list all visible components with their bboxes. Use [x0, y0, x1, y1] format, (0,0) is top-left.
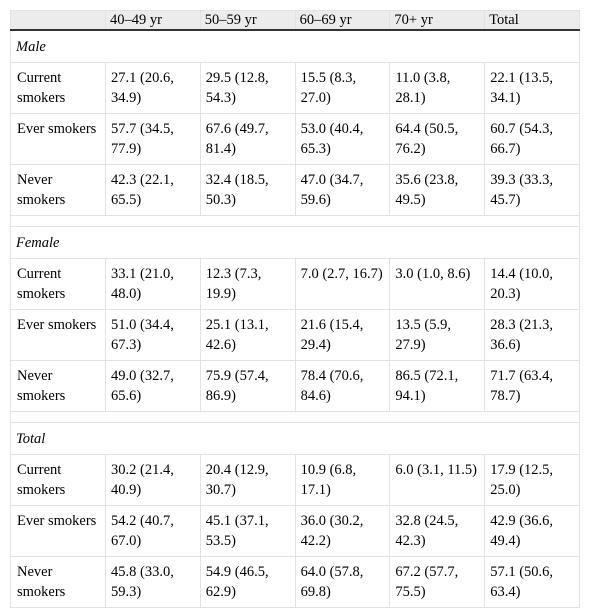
data-cell: 57.1 (50.6, 63.4) [484, 556, 580, 608]
data-cell: 14.4 (10.0, 20.3) [484, 258, 580, 310]
data-row: Current smokers 33.1 (21.0, 48.0) 12.3 (7.… [10, 258, 580, 310]
spacer-row [10, 411, 580, 423]
data-cell: 29.5 (12.8, 54.3) [199, 62, 296, 114]
data-cell: 42.3 (22.1, 65.5) [105, 164, 201, 216]
row-label: Never smokers [10, 360, 106, 412]
data-cell: 64.0 (57.8, 69.8) [294, 556, 391, 608]
data-row: Never smokers 42.3 (22.1, 65.5) 32.4 (18.5… [10, 164, 580, 216]
header-cell: 50–59 yr [199, 10, 296, 31]
section-title: Total [10, 422, 580, 455]
data-cell: 35.6 (23.8, 49.5) [389, 164, 486, 216]
data-cell: 6.0 (3.1, 11.5) [389, 454, 486, 506]
section-row: Female [10, 226, 580, 259]
data-cell: 21.6 (15.4, 29.4) [294, 309, 391, 361]
header-cell: Total [484, 10, 580, 31]
data-cell: 20.4 (12.9, 30.7) [199, 454, 296, 506]
row-label: Ever smokers [10, 309, 106, 361]
data-row: Never smokers 49.0 (32.7, 65.6) 75.9 (57.4… [10, 360, 580, 412]
data-cell: 57.7 (34.5, 77.9) [105, 113, 201, 165]
header-row: 40–49 yr 50–59 yr 60–69 yr 70+ yr Total [10, 10, 580, 31]
data-row: Ever smokers 57.7 (34.5, 77.9) 67.6 (49.7,… [10, 113, 580, 165]
section-row: Total [10, 422, 580, 455]
data-row: Current smokers 30.2 (21.4, 40.9) 20.4 (12… [10, 454, 580, 506]
data-cell: 53.0 (40.4, 65.3) [294, 113, 391, 165]
row-label: Ever smokers [10, 505, 106, 557]
data-cell: 54.9 (46.5, 62.9) [199, 556, 296, 608]
header-cell [10, 10, 106, 31]
data-cell: 7.0 (2.7, 16.7) [294, 258, 391, 310]
row-label: Never smokers [10, 164, 106, 216]
row-label: Ever smokers [10, 113, 106, 165]
data-cell: 30.2 (21.4, 40.9) [105, 454, 201, 506]
data-cell: 71.7 (63.4, 78.7) [484, 360, 580, 412]
data-cell: 32.4 (18.5, 50.3) [199, 164, 296, 216]
spacer-cell [10, 215, 580, 227]
data-cell: 64.4 (50.5, 76.2) [389, 113, 486, 165]
data-cell: 25.1 (13.1, 42.6) [199, 309, 296, 361]
data-cell: 67.6 (49.7, 81.4) [199, 113, 296, 165]
header-cell: 60–69 yr [294, 10, 391, 31]
data-cell: 15.5 (8.3, 27.0) [294, 62, 391, 114]
data-row: Never smokers 45.8 (33.0, 59.3) 54.9 (46.5… [10, 556, 580, 608]
data-cell: 54.2 (40.7, 67.0) [105, 505, 201, 557]
data-cell: 39.3 (33.3, 45.7) [484, 164, 580, 216]
data-cell: 13.5 (5.9, 27.9) [389, 309, 486, 361]
data-cell: 12.3 (7.3, 19.9) [199, 258, 296, 310]
data-cell: 49.0 (32.7, 65.6) [105, 360, 201, 412]
data-cell: 47.0 (34.7, 59.6) [294, 164, 391, 216]
data-row: Current smokers 27.1 (20.6, 34.9) 29.5 (12… [10, 62, 580, 114]
data-cell: 75.9 (57.4, 86.9) [199, 360, 296, 412]
header-cell: 70+ yr [389, 10, 486, 31]
data-cell: 78.4 (70.6, 84.6) [294, 360, 391, 412]
data-cell: 45.1 (37.1, 53.5) [199, 505, 296, 557]
spacer-cell [10, 411, 580, 423]
data-row: Ever smokers 54.2 (40.7, 67.0) 45.1 (37.1,… [10, 505, 580, 557]
data-cell: 17.9 (12.5, 25.0) [484, 454, 580, 506]
spacer-row [10, 215, 580, 227]
data-cell: 11.0 (3.8, 28.1) [389, 62, 486, 114]
row-label: Never smokers [10, 556, 106, 608]
row-label: Current smokers [10, 258, 106, 310]
header-cell: 40–49 yr [105, 10, 201, 31]
section-row: Male [10, 29, 580, 63]
section-title: Female [10, 226, 580, 259]
data-cell: 45.8 (33.0, 59.3) [105, 556, 201, 608]
data-cell: 33.1 (21.0, 48.0) [105, 258, 201, 310]
data-cell: 32.8 (24.5, 42.3) [389, 505, 486, 557]
data-table: 40–49 yr 50–59 yr 60–69 yr 70+ yr Total Male… [10, 10, 580, 608]
data-cell: 22.1 (13.5, 34.1) [484, 62, 580, 114]
data-cell: 60.7 (54.3, 66.7) [484, 113, 580, 165]
section-title: Male [10, 29, 580, 63]
data-cell: 36.0 (30.2, 42.2) [294, 505, 391, 557]
data-cell: 27.1 (20.6, 34.9) [105, 62, 201, 114]
row-label: Current smokers [10, 454, 106, 506]
data-cell: 51.0 (34.4, 67.3) [105, 309, 201, 361]
data-cell: 10.9 (6.8, 17.1) [294, 454, 391, 506]
data-cell: 86.5 (72.1, 94.1) [389, 360, 486, 412]
row-label: Current smokers [10, 62, 106, 114]
data-cell: 3.0 (1.0, 8.6) [389, 258, 486, 310]
data-cell: 42.9 (36.6, 49.4) [484, 505, 580, 557]
data-row: Ever smokers 51.0 (34.4, 67.3) 25.1 (13.1,… [10, 309, 580, 361]
data-cell: 67.2 (57.7, 75.5) [389, 556, 486, 608]
data-cell: 28.3 (21.3, 36.6) [484, 309, 580, 361]
